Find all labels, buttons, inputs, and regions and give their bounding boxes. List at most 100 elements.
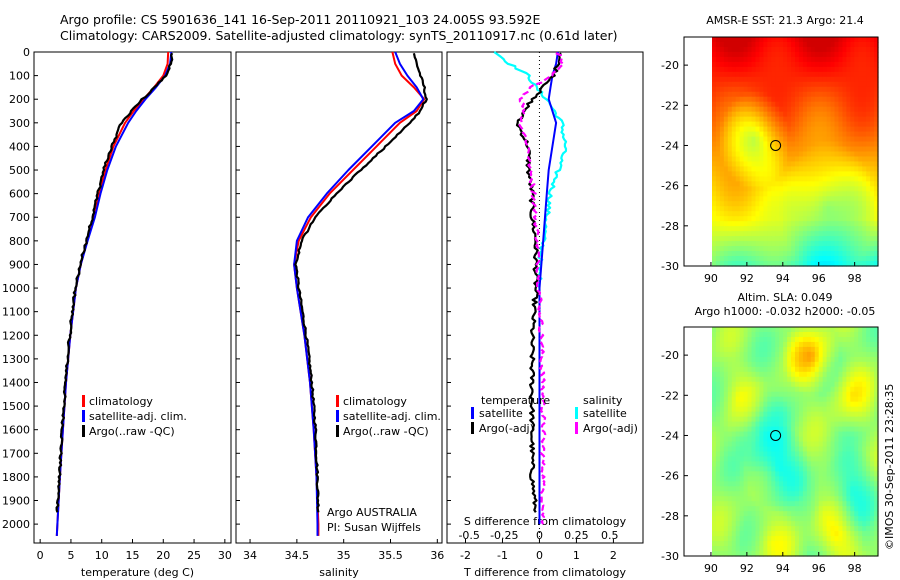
sla-map-ytick-label-3: -26 [661,470,679,483]
sla-map-field [712,327,879,557]
salinity-annotation-line2: PI: Susan Wijffels [327,521,421,534]
depth-tick-label-9: 900 [9,258,30,271]
salinity-profile-xtick-label-2: 35 [337,549,351,562]
temperature-plot-frame [33,51,232,544]
depth-tick-label-0: 0 [23,46,30,59]
difference-legend-title-salinity: salinity [583,394,623,407]
salinity-profile-legend-label-1: satellite-adj. clim. [343,410,441,423]
difference-legend-swatch-3 [575,422,578,434]
difference-S-xlabel: S difference from climatology [464,515,627,528]
depth-tick-label-6: 600 [9,188,30,201]
sst-map-ytick-label-3: -26 [661,180,679,193]
depth-tick-label-18: 1800 [2,471,30,484]
temperature-profile-legend-label-2: Argo(..raw -QC) [89,425,175,438]
depth-tick-label-17: 1700 [2,447,30,460]
difference-legend-label-2: satellite [583,407,627,420]
salinity-profile-legend-swatch-1 [336,410,339,422]
depth-tick-label-12: 1200 [2,329,30,342]
sst-map-argo-marker [770,139,782,151]
sla-map-frame [683,326,879,557]
temperature-profile-series-1 [55,51,173,536]
temperature-profile-legend-label-0: climatology [89,395,153,408]
difference-legend-label-1: Argo(-adj) [479,422,534,435]
difference-S-tick-label-4: 0.5 [601,529,619,542]
temperature-profile-series-2 [55,52,174,513]
salinity-profile-xtick-label-4: 36 [430,549,444,562]
difference-T-xlabel: T difference from climatology [463,566,626,579]
depth-tick-label-16: 1600 [2,424,30,437]
temperature-profile-legend-swatch-2 [82,425,85,437]
sla-map-xtick-label-3: 96 [812,562,826,575]
depth-tick-label-15: 1500 [2,400,30,413]
sla-map-ytick-label-2: -24 [661,429,679,442]
difference-profile-series-1 [515,52,562,513]
temperature-profile-xtick-label-4: 20 [156,549,170,562]
salinity-profile-xtick-label-0: 34 [243,549,257,562]
difference-T-tick-label-0: -2 [460,549,471,562]
difference-profile-series-0 [538,51,559,525]
difference-S-tick-label-3: 0.25 [564,529,589,542]
depth-tick-label-10: 1000 [2,282,30,295]
difference-legend-swatch-1 [471,422,474,434]
depth-tick-label-11: 1100 [2,306,30,319]
depth-tick-label-4: 400 [9,140,30,153]
sst-map-xtick-label-2: 94 [776,272,790,285]
difference-S-tick-label-1: -0.25 [490,529,518,542]
salinity-profile-series-2 [294,52,428,513]
difference-legend-title-temperature: temperature [481,394,550,407]
temperature-profile-xtick-label-5: 25 [187,549,201,562]
sst-map-ytick-label-2: -24 [661,139,679,152]
sla-map-xtick-label-4: 98 [848,562,862,575]
salinity-profile-xtick-label-3: 35.5 [378,549,403,562]
difference-T-tick-label-1: -1 [497,549,508,562]
temperature-profile-xtick-label-6: 30 [218,549,232,562]
depth-tick-label-20: 2000 [2,518,30,531]
sla-map-ytick-label-0: -20 [661,349,679,362]
sst-map-title: AMSR-E SST: 21.3 Argo: 21.4 [706,14,864,27]
salinity-profile-legend-label-2: Argo(..raw -QC) [343,425,429,438]
temperature-profile-xtick-label-3: 15 [126,549,140,562]
temperature-profile-xtick-label-2: 10 [95,549,109,562]
difference-S-tick-label-2: 0 [536,529,543,542]
salinity-profile-legend-swatch-0 [336,395,339,407]
sst-map-xtick-label-1: 92 [740,272,754,285]
difference-legend-label-3: Argo(-adj) [583,422,638,435]
sst-map-ytick-label-4: -28 [661,220,679,233]
salinity-plot-frame [235,51,443,544]
sst-map-ytick-label-5: -30 [661,260,679,273]
temperature-profile-legend-label-1: satellite-adj. clim. [89,410,187,423]
depth-tick-label-7: 700 [9,211,30,224]
sst-map-field [712,37,879,267]
depth-tick-label-2: 200 [9,93,30,106]
depth-tick-label-13: 1300 [2,353,30,366]
sla-map-argo-marker [770,429,782,441]
salinity-profile-xtick-label-1: 34.5 [285,549,310,562]
sst-map-frame [683,36,879,267]
sla-map-title-line1: Altim. SLA: 0.049 [737,291,833,304]
depth-tick-label-8: 800 [9,235,30,248]
difference-legend-swatch-2 [575,407,578,419]
salinity-profile-legend-label-0: climatology [343,395,407,408]
difference-legend-swatch-0 [471,407,474,419]
difference-plot-frame [446,51,644,544]
sst-map-xtick-label-3: 96 [812,272,826,285]
depth-tick-label-19: 1900 [2,495,30,508]
sla-map-ytick-label-5: -30 [661,550,679,563]
temperature-xlabel: temperature (deg C) [81,566,194,579]
profile-title: Argo profile: CS 5901636_141 16-Sep-2011… [60,12,541,27]
salinity-xlabel: salinity [319,566,359,579]
difference-T-tick-label-2: 0 [536,549,543,562]
temperature-profile-xtick-label-1: 5 [67,549,74,562]
depth-tick-label-14: 1400 [2,376,30,389]
sla-map-xtick-label-2: 94 [776,562,790,575]
difference-T-tick-label-4: 2 [610,549,617,562]
sst-map-xtick-label-4: 98 [848,272,862,285]
sla-map-title-line2: Argo h1000: -0.032 h2000: -0.05 [694,305,876,318]
climatology-title: Climatology: CARS2009. Satellite-adjuste… [60,28,618,43]
salinity-annotation-line1: Argo AUSTRALIA [327,506,417,519]
sla-map-ytick-label-1: -22 [661,389,679,402]
difference-legend-label-0: satellite [479,407,523,420]
temperature-profile-xtick-label-0: 0 [37,549,44,562]
sst-map-xtick-label-0: 90 [704,272,718,285]
